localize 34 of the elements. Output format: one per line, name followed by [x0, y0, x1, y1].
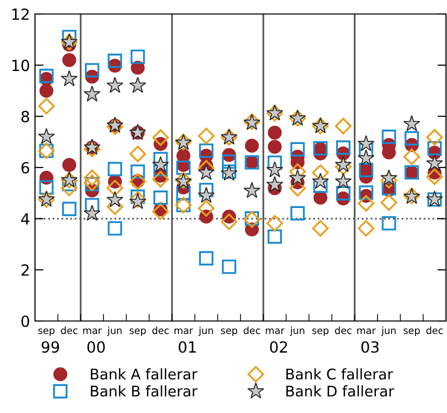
text: 02 — [270, 341, 287, 353]
x-tick-label: jun — [290, 326, 304, 336]
x-tick-label: jun — [381, 326, 396, 336]
x-tick-label: sep — [38, 328, 54, 336]
text: 00 — [87, 341, 105, 353]
x-tick-label: sep — [221, 328, 238, 336]
y-tick-label: 8 — [21, 110, 30, 122]
y-tick-label: 10 — [12, 60, 30, 72]
x-tick-label: mar — [174, 328, 194, 334]
legend-label: Bank C fallerar — [286, 368, 394, 380]
x-tick-label: dec — [426, 326, 443, 334]
x-tick-label: dec — [335, 326, 352, 334]
text: 03 — [361, 341, 379, 353]
y-tick-label: 0 — [21, 315, 30, 328]
x-tick-label: dec — [152, 326, 169, 334]
x-tick-label: jun — [198, 326, 213, 336]
x-tick-label: sep — [130, 328, 146, 336]
legend-label: Bank A fallerar — [90, 368, 198, 380]
text: 99 — [42, 341, 60, 353]
x-tick-label: mar — [357, 328, 376, 334]
y-tick-label: 12 — [12, 8, 29, 20]
legend-label: Bank D fallerar — [286, 385, 394, 397]
y-tick-label: 2 — [22, 264, 29, 276]
y-tick-label: 6 — [21, 162, 30, 174]
x-tick-label: mar — [83, 328, 102, 334]
x-tick-label: jun — [107, 326, 122, 336]
x-tick-label: dec — [244, 326, 260, 334]
x-tick-label: sep — [312, 328, 328, 336]
x-tick-label: sep — [404, 328, 420, 336]
legend-label: Bank B fallerar — [90, 385, 198, 397]
text: 01 — [178, 341, 196, 353]
x-tick-label: mar — [266, 328, 284, 334]
y-tick-label: 4 — [21, 213, 30, 224]
x-tick-label: dec — [61, 326, 78, 334]
